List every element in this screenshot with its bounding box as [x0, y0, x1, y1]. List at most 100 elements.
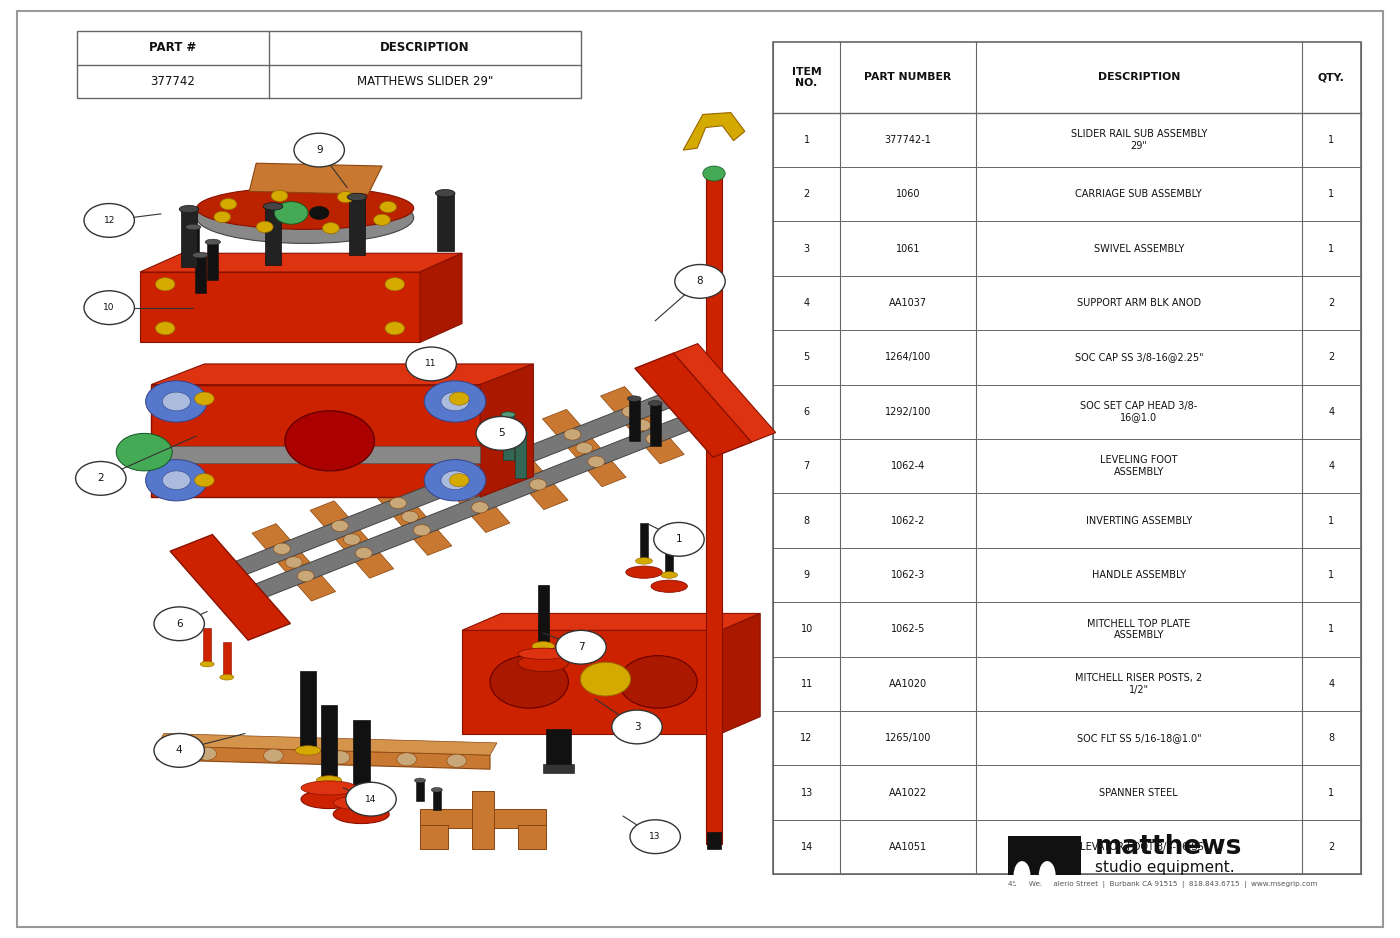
Circle shape	[197, 747, 217, 760]
Text: 4: 4	[1329, 461, 1334, 471]
Polygon shape	[157, 746, 490, 769]
Text: 14: 14	[801, 842, 813, 852]
Ellipse shape	[333, 795, 389, 809]
Circle shape	[580, 662, 630, 696]
Text: 10: 10	[801, 625, 813, 634]
Ellipse shape	[347, 193, 367, 201]
Text: studio equipment.: studio equipment.	[1095, 860, 1235, 875]
Text: 4: 4	[1329, 407, 1334, 416]
Bar	[437, 193, 454, 251]
Text: AA1051: AA1051	[889, 842, 927, 852]
Bar	[707, 832, 721, 849]
Text: SPANNER STEEL: SPANNER STEEL	[1099, 788, 1179, 797]
Text: matthews: matthews	[1095, 834, 1242, 860]
Ellipse shape	[514, 431, 528, 436]
Ellipse shape	[431, 788, 442, 792]
Ellipse shape	[301, 790, 357, 809]
Circle shape	[195, 474, 214, 487]
Ellipse shape	[316, 776, 342, 785]
Ellipse shape	[435, 189, 455, 197]
Circle shape	[346, 782, 396, 816]
Ellipse shape	[179, 205, 199, 213]
Text: 4: 4	[176, 746, 182, 755]
Bar	[151, 446, 480, 463]
Ellipse shape	[200, 661, 214, 667]
Text: 1: 1	[1329, 570, 1334, 580]
Text: 4: 4	[1329, 679, 1334, 688]
Bar	[515, 433, 526, 478]
Bar	[503, 415, 514, 460]
Text: AA1020: AA1020	[889, 679, 927, 688]
Circle shape	[505, 452, 522, 463]
Text: SOC SET CAP HEAD 3/8-
16@1.0: SOC SET CAP HEAD 3/8- 16@1.0	[1081, 401, 1197, 423]
Text: HANDLE ASSEMBLY: HANDLE ASSEMBLY	[1092, 570, 1186, 580]
Circle shape	[692, 397, 708, 408]
Circle shape	[476, 416, 526, 450]
Circle shape	[154, 607, 204, 641]
Ellipse shape	[661, 572, 678, 579]
Circle shape	[374, 214, 391, 225]
Text: PART NUMBER: PART NUMBER	[864, 72, 952, 83]
Polygon shape	[420, 253, 462, 342]
Ellipse shape	[627, 396, 641, 401]
Polygon shape	[140, 253, 462, 272]
Text: 8: 8	[1329, 734, 1334, 743]
Ellipse shape	[636, 557, 652, 565]
Bar	[151, 385, 480, 497]
Bar	[300, 671, 316, 750]
Circle shape	[448, 475, 465, 486]
Circle shape	[424, 381, 486, 422]
Text: 2: 2	[1329, 842, 1334, 852]
Text: DESCRIPTION: DESCRIPTION	[1098, 72, 1180, 83]
Text: 5: 5	[498, 429, 504, 438]
Circle shape	[564, 429, 581, 440]
Ellipse shape	[501, 412, 515, 417]
Text: 4: 4	[804, 298, 809, 308]
Circle shape	[162, 392, 190, 411]
Text: 1: 1	[1329, 516, 1334, 525]
Text: MITCHELL RISER POSTS, 2
1/2": MITCHELL RISER POSTS, 2 1/2"	[1075, 673, 1203, 695]
Circle shape	[76, 461, 126, 495]
Bar	[472, 791, 494, 849]
Circle shape	[146, 381, 207, 422]
Text: 1062-4: 1062-4	[890, 461, 925, 471]
Text: 1: 1	[804, 135, 809, 144]
Circle shape	[146, 460, 207, 501]
Circle shape	[216, 566, 232, 577]
Ellipse shape	[518, 655, 568, 672]
Polygon shape	[673, 343, 776, 442]
Text: 2: 2	[804, 189, 809, 199]
Circle shape	[406, 347, 456, 381]
Text: 11: 11	[426, 359, 437, 369]
Text: 2: 2	[98, 474, 104, 483]
Text: 14: 14	[365, 794, 377, 804]
Text: PART #: PART #	[150, 41, 196, 54]
Circle shape	[227, 580, 244, 591]
Text: AA1037: AA1037	[889, 298, 927, 308]
Circle shape	[441, 471, 469, 490]
Circle shape	[356, 548, 372, 559]
Ellipse shape	[626, 567, 662, 578]
Text: AA1022: AA1022	[889, 788, 927, 797]
Circle shape	[272, 190, 288, 202]
Polygon shape	[484, 432, 568, 509]
Circle shape	[703, 166, 725, 181]
Circle shape	[612, 710, 662, 744]
Text: 1265/100: 1265/100	[885, 734, 931, 743]
Text: 12: 12	[801, 734, 813, 743]
Polygon shape	[658, 364, 742, 441]
Circle shape	[297, 570, 314, 582]
Text: 13: 13	[650, 832, 661, 841]
Bar	[416, 780, 424, 801]
Circle shape	[263, 749, 283, 762]
Circle shape	[239, 593, 256, 604]
Bar	[349, 197, 365, 255]
Circle shape	[343, 534, 360, 545]
Text: 8: 8	[697, 277, 703, 286]
Text: 4520 West Valerio Street  |  Burbank CA 91515  |  818.843.6715  |  www.msegrip.c: 4520 West Valerio Street | Burbank CA 91…	[1008, 881, 1317, 888]
Text: 12: 12	[104, 216, 115, 225]
Ellipse shape	[651, 580, 687, 593]
Circle shape	[84, 204, 134, 237]
Ellipse shape	[301, 780, 357, 795]
Bar	[321, 705, 337, 780]
